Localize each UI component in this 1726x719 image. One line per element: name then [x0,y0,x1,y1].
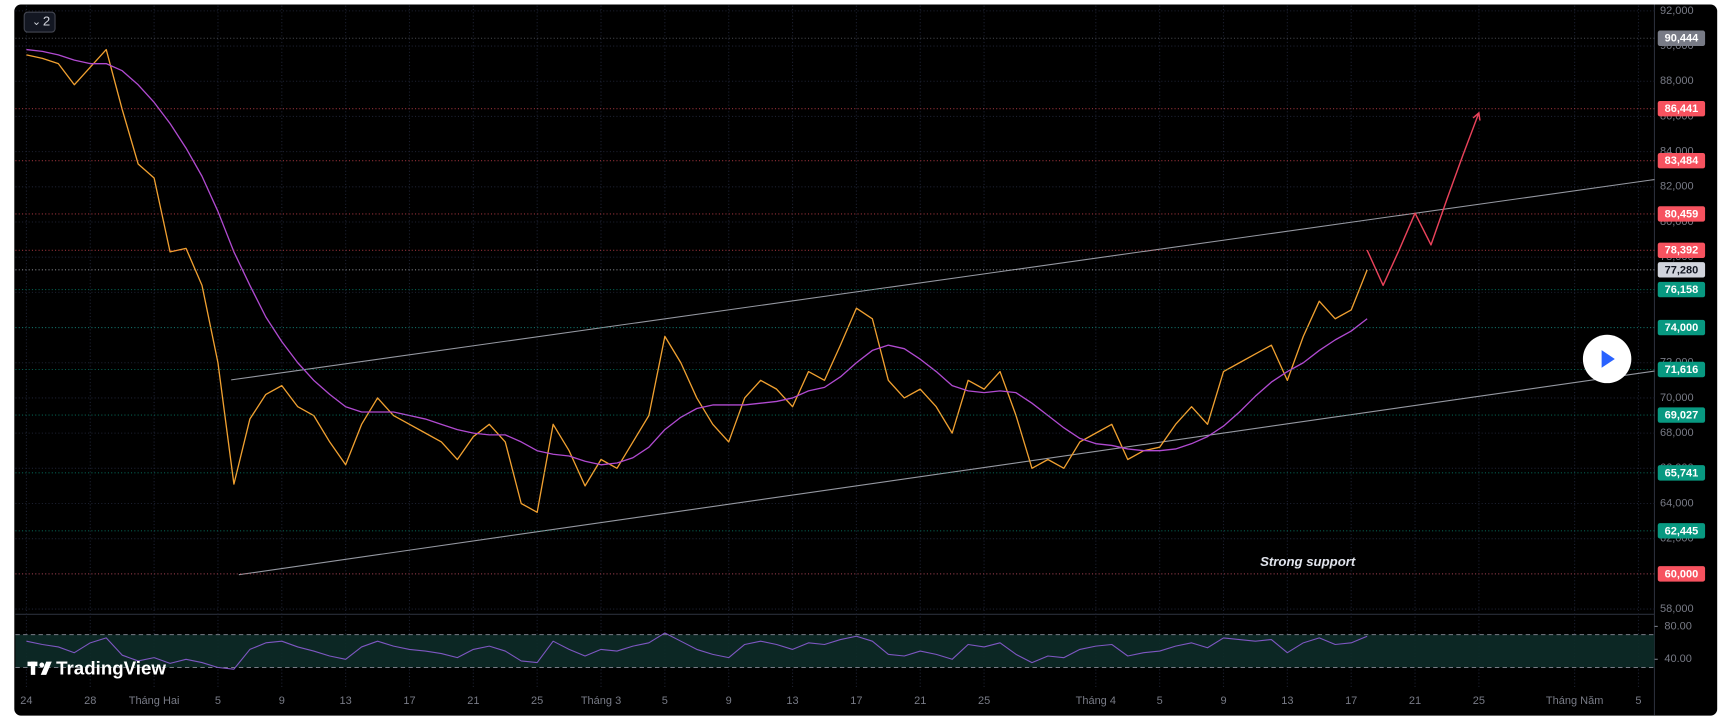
marks [15,37,1655,670]
level-label-box [1657,319,1706,336]
level-label: 77,280 [1665,264,1699,276]
level-label-box [1657,523,1706,539]
x-tick-label: 17 [850,695,862,707]
badge: 2 [43,14,50,29]
level-label-box [1657,566,1706,582]
level-label-box [1657,100,1706,117]
x-tick-label: Tháng 4 [1076,695,1116,707]
y-tick-label: 68,000 [1660,427,1694,439]
level-label: 90,444 [1665,33,1700,45]
annotation: Strong support [1260,554,1356,569]
y-tick-label: 90,000 [1660,40,1694,52]
x-tick-label: 25 [531,695,543,707]
level-label: 76,158 [1665,284,1699,296]
x-tick-label: 24 [20,695,32,707]
y-tick-label: 92,000 [1660,5,1694,17]
logo-text: TradingView [56,657,166,678]
rsi-line [26,632,1368,670]
y-tick-label: 58,000 [1660,603,1694,615]
level-label: 65,741 [1665,467,1699,479]
y-tick-label: 70,000 [1660,392,1694,404]
logo-mark [39,662,45,668]
y-tick-label: 88,000 [1660,75,1694,87]
logo-mark [40,661,52,675]
level-label: 86,441 [1665,103,1699,115]
x-tick-label: 5 [1635,695,1641,707]
x-tick-label: 28 [84,695,96,707]
x-tick-label: 5 [662,695,668,707]
level-label-box [1657,206,1706,222]
price-line [26,48,1368,466]
level-label-box [1657,152,1706,169]
level-label-box [1657,262,1706,278]
level-label: 80,459 [1665,208,1699,220]
x-tick-label: 21 [467,695,479,707]
level-label: 74,000 [1665,322,1699,334]
x-tick-label: 17 [1345,695,1357,707]
badge-chevron: ⌄ [32,16,41,28]
chart-panel [14,4,1718,716]
level-label-box [1657,407,1706,423]
x-tick-label: 21 [1409,695,1421,707]
level-label: 71,616 [1665,364,1699,376]
x-tick-label: 5 [215,695,221,707]
grid [15,5,1658,689]
x-tick-label: 21 [914,695,926,707]
x-tick-label: 25 [978,695,990,707]
x-tick-label: 9 [1220,695,1226,707]
level-label-box [1657,281,1706,298]
rsi-band [15,634,1655,668]
y-tick-label: 82,000 [1660,181,1694,193]
x-tick-label: 9 [726,695,732,707]
price-line [1366,112,1480,287]
level-label-box [1657,361,1706,378]
level-label: 62,445 [1665,525,1699,537]
y-tick-label: 64,000 [1660,497,1694,509]
x-tick-label: 25 [1473,695,1485,707]
rsi-tick-label: 40.00 [1664,653,1692,665]
x-tick-label: 9 [279,695,285,707]
x-tick-label: 13 [340,695,352,707]
arrow-head [1472,111,1481,121]
level-label-box [1657,242,1706,258]
level-label: 69,027 [1665,410,1699,422]
rsi-tick-label: 80.00 [1664,620,1692,632]
level-label-box [1657,465,1706,481]
play-icon [1601,350,1615,368]
x-tick-label: 13 [1281,695,1293,707]
x-tick-label: 5 [1157,695,1163,707]
play-button[interactable] [1582,334,1632,384]
level-label-box [1657,30,1706,46]
x-tick-label: Tháng 3 [581,695,621,707]
level-label: 78,392 [1665,245,1699,257]
logo-mark [30,661,36,675]
x-tick-label: Tháng Hai [129,695,180,707]
badge-box[interactable] [23,11,56,33]
upper-trendline [231,178,1655,381]
level-label: 60,000 [1665,568,1699,580]
x-tick-label: 13 [786,695,798,707]
x-tick-label: 17 [403,695,415,707]
x-tick-label: Tháng Năm [1546,695,1603,707]
logo: TradingView [27,657,166,678]
level-label: 83,484 [1665,155,1700,167]
